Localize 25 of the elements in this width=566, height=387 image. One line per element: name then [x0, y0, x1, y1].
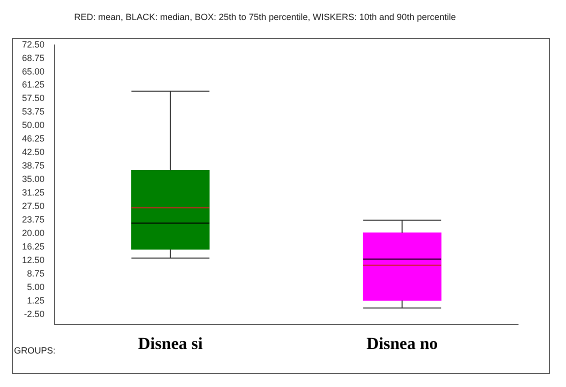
y-tick-label: 61.25 [22, 80, 45, 90]
y-tick-label: 35.00 [22, 174, 45, 184]
y-tick-label: 38.75 [22, 160, 45, 171]
y-tick-label: 53.75 [22, 106, 45, 117]
y-tick-label: 23.75 [22, 214, 45, 225]
x-tick-label: Disnea no [366, 334, 438, 354]
x-axis-title: GROUPS: [14, 345, 56, 356]
y-tick-label: 42.50 [22, 147, 45, 158]
y-tick-label: 46.25 [22, 134, 45, 144]
y-tick-label: 5.00 [26, 282, 45, 292]
chart-title: RED: mean, BLACK: median, BOX: 25th to 75th percentile, WISKERS: 10th and 90th percentile [74, 12, 456, 22]
x-tick-label: Disnea si [138, 334, 204, 354]
y-tick-label: 65.00 [22, 66, 45, 76]
y-tick-label: 57.50 [22, 93, 45, 104]
y-tick-label: 1.25 [26, 296, 45, 306]
y-tick-label: 50.00 [22, 120, 45, 130]
y-tick-label: 72.50 [22, 39, 45, 50]
y-tick-label: 12.50 [22, 255, 45, 266]
y-tick-label: 8.75 [26, 268, 45, 279]
y-tick-label: 31.25 [22, 188, 45, 198]
y-tick-label: 68.75 [22, 52, 45, 63]
y-tick-label: 16.25 [22, 242, 45, 252]
y-tick-label: -2.50 [24, 309, 45, 320]
y-tick-label: 27.50 [22, 201, 45, 212]
y-tick-label: 20.00 [22, 228, 45, 238]
